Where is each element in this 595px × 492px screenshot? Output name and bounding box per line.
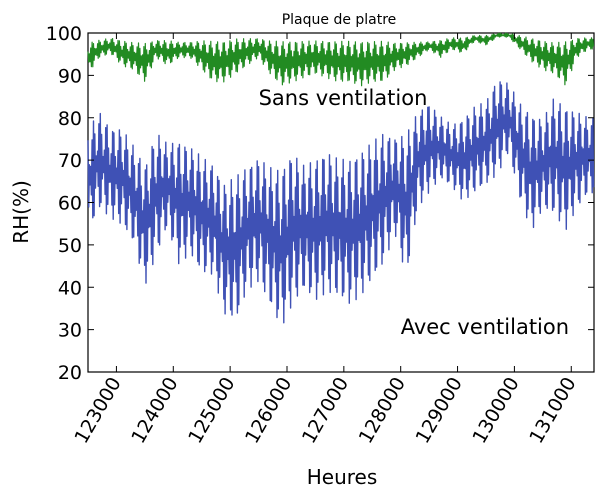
x-tick-label: 130000: [468, 374, 523, 448]
y-tick-label: 70: [58, 150, 82, 172]
x-tick-label: 127000: [298, 374, 353, 448]
y-tick-label: 40: [58, 277, 82, 299]
y-tick-label: 90: [58, 65, 82, 87]
y-axis-ticks: 20 30 40 50 60 70 80 90 100: [46, 23, 594, 384]
x-tick-label: 123000: [70, 374, 125, 448]
y-tick-label: 30: [58, 320, 82, 342]
y-axis-label: RH(%): [9, 180, 33, 244]
x-tick-label: 125000: [184, 374, 239, 448]
series-layer: [87, 32, 595, 324]
annotation-sans-ventilation: Sans ventilation: [259, 86, 428, 110]
y-tick-label: 20: [58, 362, 82, 384]
x-tick-label: 126000: [241, 374, 296, 448]
x-axis-label: Heures: [307, 465, 378, 488]
x-tick-label: 129000: [412, 374, 467, 448]
y-tick-label: 50: [58, 235, 82, 257]
y-tick-label: 60: [58, 193, 82, 215]
annotation-avec-ventilation: Avec ventilation: [401, 315, 569, 339]
chart-title: Plaque de platre: [282, 12, 397, 28]
x-tick-label: 128000: [355, 374, 410, 448]
x-tick-label: 124000: [127, 374, 182, 448]
x-tick-label: 131000: [525, 374, 580, 448]
y-tick-label: 80: [58, 108, 82, 130]
series-line-0: [87, 32, 595, 87]
series-line-1: [87, 81, 595, 324]
y-tick-label: 100: [46, 23, 82, 45]
